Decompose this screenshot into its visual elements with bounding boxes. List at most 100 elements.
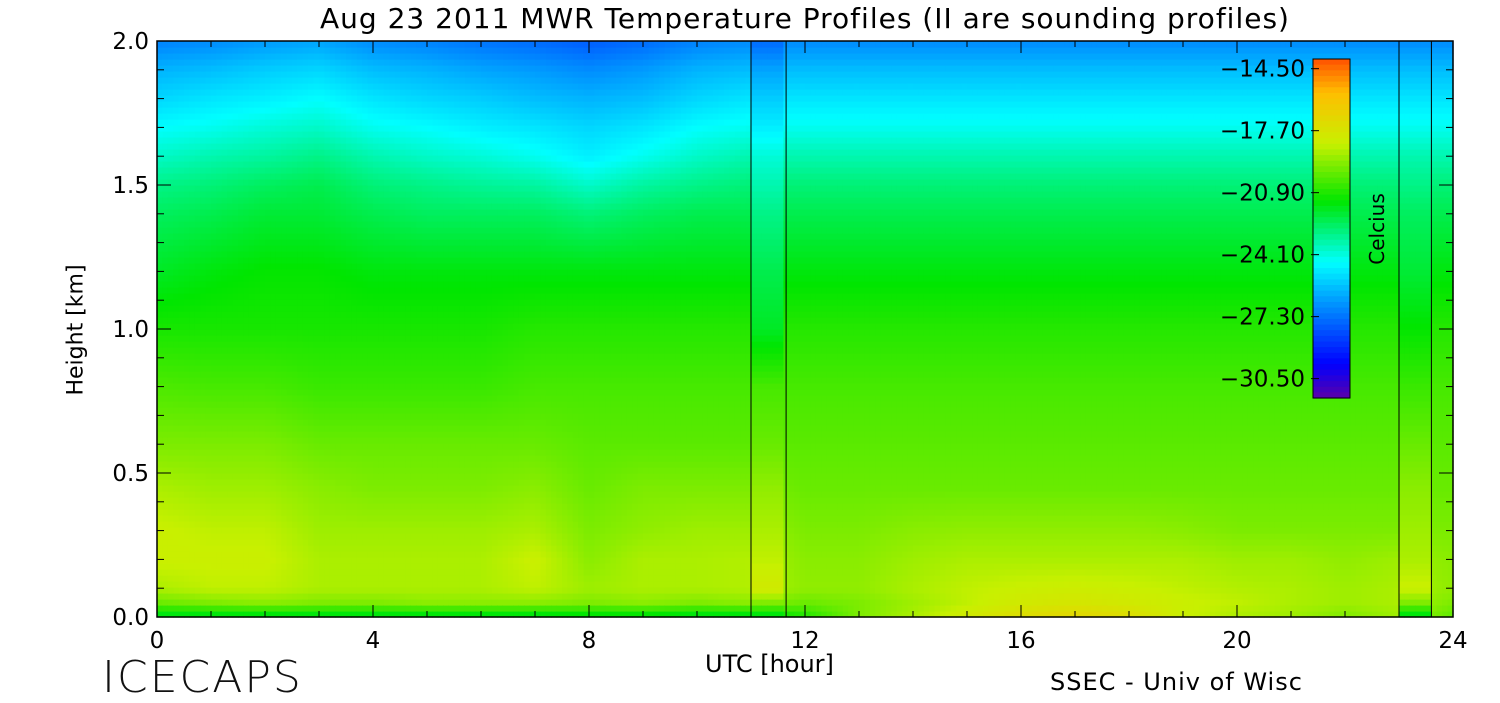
heatmap-cell <box>410 419 417 426</box>
heatmap-cell <box>281 323 288 330</box>
heatmap-cell <box>383 515 390 522</box>
heatmap-cell <box>356 593 363 600</box>
heatmap-cell <box>410 539 417 546</box>
heatmap-cell <box>162 461 169 468</box>
heatmap-cell <box>378 479 385 486</box>
heatmap-cell <box>346 101 352 108</box>
heatmap-cell <box>394 293 401 300</box>
heatmap-cell <box>351 479 358 486</box>
heatmap-cell <box>227 197 234 204</box>
heatmap-cell <box>410 59 417 66</box>
heatmap-cell <box>275 569 282 576</box>
heatmap-cell <box>421 125 428 132</box>
heatmap-cell <box>383 275 390 282</box>
heatmap-cell <box>167 509 174 516</box>
heatmap-cell <box>416 41 423 48</box>
heatmap-cell <box>292 95 298 102</box>
heatmap-cell <box>173 509 180 516</box>
heatmap-cell <box>319 527 325 534</box>
heatmap-cell <box>367 599 374 606</box>
heatmap-cell <box>178 467 185 474</box>
heatmap-cell <box>432 353 439 360</box>
heatmap-cell <box>405 395 412 402</box>
heatmap-cell <box>329 59 336 66</box>
heatmap-cell <box>346 95 352 102</box>
heatmap-cell <box>205 611 212 618</box>
heatmap-cell <box>243 287 250 294</box>
heatmap-cell <box>410 467 417 474</box>
heatmap-cell <box>346 83 352 90</box>
heatmap-cell <box>308 581 315 588</box>
heatmap-cell <box>292 275 298 282</box>
heatmap-cell <box>394 503 401 510</box>
heatmap-cell <box>167 143 174 150</box>
heatmap-cell <box>259 461 266 468</box>
heatmap-cell <box>216 503 223 510</box>
heatmap-cell <box>389 245 396 252</box>
heatmap-cell <box>319 605 325 612</box>
heatmap-cell <box>275 167 282 174</box>
heatmap-cell <box>335 455 342 462</box>
heatmap-cell <box>178 473 185 480</box>
heatmap-cell <box>389 485 396 492</box>
heatmap-cell <box>167 281 174 288</box>
heatmap-cell <box>383 191 390 198</box>
heatmap-cell <box>297 317 304 324</box>
heatmap-cell <box>400 215 406 222</box>
heatmap-cell <box>416 143 423 150</box>
heatmap-cell <box>427 425 433 432</box>
heatmap-cell <box>308 293 315 300</box>
heatmap-cell <box>324 257 331 264</box>
heatmap-cell <box>405 371 412 378</box>
heatmap-cell <box>162 533 169 540</box>
heatmap-cell <box>362 143 369 150</box>
heatmap-cell <box>200 605 207 612</box>
heatmap-cell <box>211 545 217 552</box>
heatmap-cell <box>162 179 169 186</box>
heatmap-cell <box>373 71 379 78</box>
heatmap-cell <box>173 113 180 120</box>
heatmap-cell <box>200 587 207 594</box>
heatmap-cell <box>410 65 417 72</box>
heatmap-cell <box>405 233 412 240</box>
heatmap-cell <box>200 77 207 84</box>
heatmap-cell <box>416 113 423 120</box>
heatmap-cell <box>351 125 358 132</box>
heatmap-cell <box>346 503 352 510</box>
heatmap-cell <box>329 65 336 72</box>
heatmap-cell <box>297 119 304 126</box>
heatmap-cell <box>292 443 298 450</box>
heatmap-cell <box>286 509 293 516</box>
heatmap-cell <box>405 497 412 504</box>
heatmap-cell <box>200 131 207 138</box>
heatmap-cell <box>189 587 196 594</box>
heatmap-cell <box>178 149 185 156</box>
heatmap-cell <box>432 257 439 264</box>
heatmap-cell <box>286 101 293 108</box>
heatmap-cell <box>427 173 433 180</box>
heatmap-cell <box>394 233 401 240</box>
heatmap-cell <box>194 467 201 474</box>
heatmap-cell <box>162 449 169 456</box>
heatmap-cell <box>373 197 379 204</box>
heatmap-cell <box>410 299 417 306</box>
heatmap-cell <box>302 569 309 576</box>
heatmap-cell <box>378 275 385 282</box>
heatmap-cell <box>405 611 412 618</box>
heatmap-cell <box>373 107 379 114</box>
heatmap-cell <box>319 221 325 228</box>
heatmap-cell <box>383 497 390 504</box>
heatmap-cell <box>324 395 331 402</box>
heatmap-cell <box>362 293 369 300</box>
heatmap-cell <box>362 119 369 126</box>
heatmap-cell <box>275 557 282 564</box>
heatmap-cell <box>178 593 185 600</box>
heatmap-cell <box>243 143 250 150</box>
heatmap-cell <box>200 527 207 534</box>
heatmap-cell <box>167 371 174 378</box>
heatmap-cell <box>221 143 228 150</box>
heatmap-cell <box>410 209 417 216</box>
heatmap-cell <box>275 329 282 336</box>
heatmap-cell <box>157 119 163 126</box>
heatmap-cell <box>421 587 428 594</box>
